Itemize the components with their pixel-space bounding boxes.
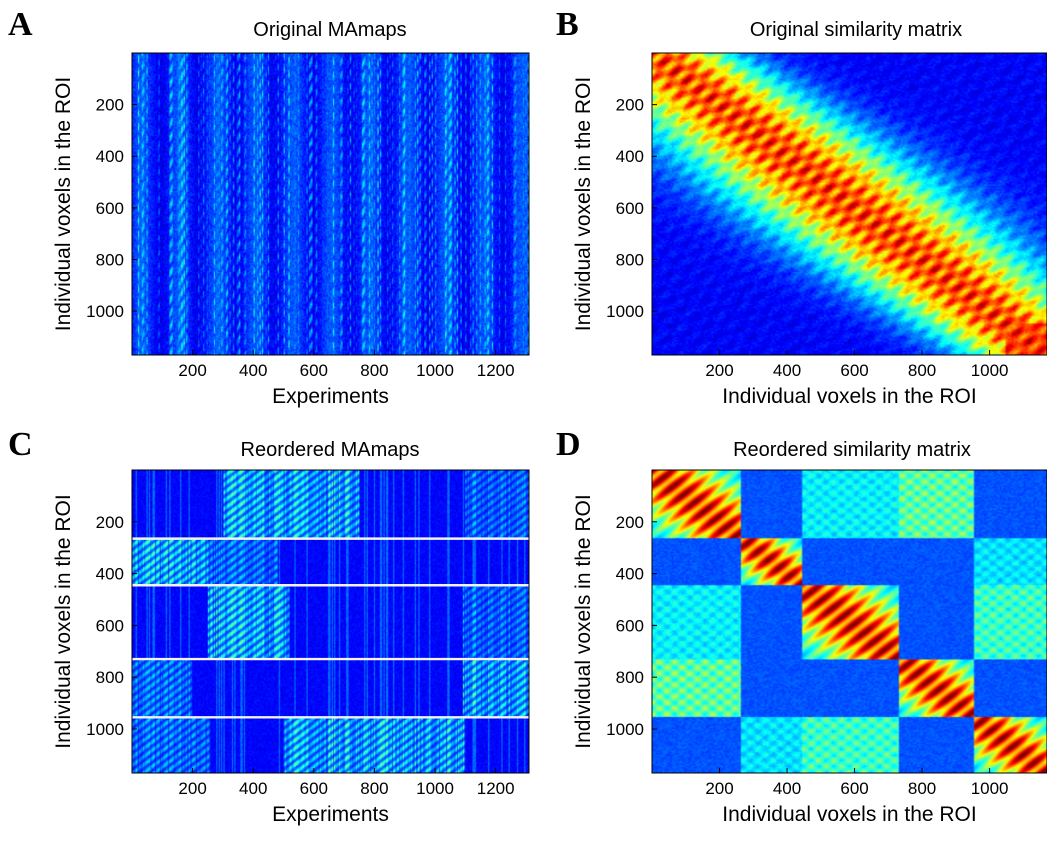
x-tick-label: 400 xyxy=(773,779,801,798)
y-tick-label: 1000 xyxy=(606,720,644,739)
panel-title: Original similarity matrix xyxy=(750,19,962,41)
x-tick-label: 200 xyxy=(178,779,206,798)
heatmap-image xyxy=(652,470,1047,773)
y-tick-label: 600 xyxy=(616,616,644,635)
y-tick-label: 200 xyxy=(616,96,644,115)
y-axis-label: Individual voxels in the ROI xyxy=(52,494,75,748)
x-tick-label: 200 xyxy=(178,361,206,380)
axes-frame xyxy=(651,52,1047,356)
x-tick-label: 1200 xyxy=(477,361,515,380)
x-tick-label: 800 xyxy=(360,361,388,380)
x-tick-label: 1200 xyxy=(477,779,515,798)
y-tick-label: 1000 xyxy=(606,302,644,321)
y-tick-label: 400 xyxy=(96,147,124,166)
heatmap-image xyxy=(652,53,1047,355)
heatmap-image xyxy=(132,53,529,355)
x-tick-label: 400 xyxy=(239,361,267,380)
x-tick-label: 1000 xyxy=(971,779,1009,798)
panel-b: 200 400 600 800 1000 200 400 600 800 1000 B Origina… xyxy=(556,6,1047,408)
y-axis-label: Individual voxels in the ROI xyxy=(572,77,595,331)
y-tick-label: 400 xyxy=(96,565,124,584)
panel-c: 200 400 600 800 1000 1200 200 400 600 800 1000 C Reo… xyxy=(8,426,530,826)
x-tick-label: 400 xyxy=(239,779,267,798)
y-tick-label: 200 xyxy=(96,96,124,115)
y-tick-label: 800 xyxy=(616,668,644,687)
y-tick-label: 600 xyxy=(96,616,124,635)
x-axis-label: Experiments xyxy=(272,385,389,408)
panel-a: 200 400 600 800 1000 1200 200 400 600 800 1000 A Ori… xyxy=(8,6,530,408)
x-tick-label: 800 xyxy=(360,779,388,798)
y-tick-label: 200 xyxy=(96,513,124,532)
y-tick-label: 400 xyxy=(616,147,644,166)
x-tick-label: 1000 xyxy=(416,361,454,380)
axes-frame xyxy=(651,469,1047,774)
x-tick-label: 200 xyxy=(705,361,733,380)
heatmap-image xyxy=(132,470,529,773)
x-tick-label: 1000 xyxy=(971,361,1009,380)
x-tick-label: 800 xyxy=(908,779,936,798)
x-tick-label: 600 xyxy=(840,361,868,380)
panel-letter: D xyxy=(556,426,581,463)
y-tick-label: 600 xyxy=(616,199,644,218)
x-tick-label: 1000 xyxy=(416,779,454,798)
panel-letter: B xyxy=(556,6,579,43)
x-tick-label: 800 xyxy=(908,361,936,380)
panel-letter: A xyxy=(8,6,33,43)
x-tick-label: 400 xyxy=(773,361,801,380)
y-tick-label: 400 xyxy=(616,565,644,584)
x-tick-label: 200 xyxy=(705,779,733,798)
y-tick-label: 1000 xyxy=(86,302,124,321)
y-tick-label: 800 xyxy=(96,250,124,269)
y-tick-label: 600 xyxy=(96,199,124,218)
y-tick-label: 800 xyxy=(96,668,124,687)
panel-title: Reordered similarity matrix xyxy=(733,439,971,461)
x-axis-label: Individual voxels in the ROI xyxy=(722,385,976,408)
x-axis-label: Individual voxels in the ROI xyxy=(722,803,976,826)
axes-frame xyxy=(131,469,530,774)
x-tick-label: 600 xyxy=(300,779,328,798)
y-axis-label: Individual voxels in the ROI xyxy=(52,77,75,331)
x-tick-label: 600 xyxy=(840,779,868,798)
panel-title: Reordered MAmaps xyxy=(241,439,420,461)
y-tick-label: 1000 xyxy=(86,720,124,739)
panel-letter: C xyxy=(8,426,33,463)
y-tick-label: 800 xyxy=(616,250,644,269)
y-axis-label: Individual voxels in the ROI xyxy=(572,494,595,748)
y-tick-label: 200 xyxy=(616,513,644,532)
x-tick-label: 600 xyxy=(300,361,328,380)
panel-d: 200 400 600 800 1000 200 400 600 800 1000 D Reorder… xyxy=(556,426,1047,826)
axes-frame xyxy=(131,52,530,356)
panel-title: Original MAmaps xyxy=(253,19,406,41)
x-axis-label: Experiments xyxy=(272,803,389,826)
